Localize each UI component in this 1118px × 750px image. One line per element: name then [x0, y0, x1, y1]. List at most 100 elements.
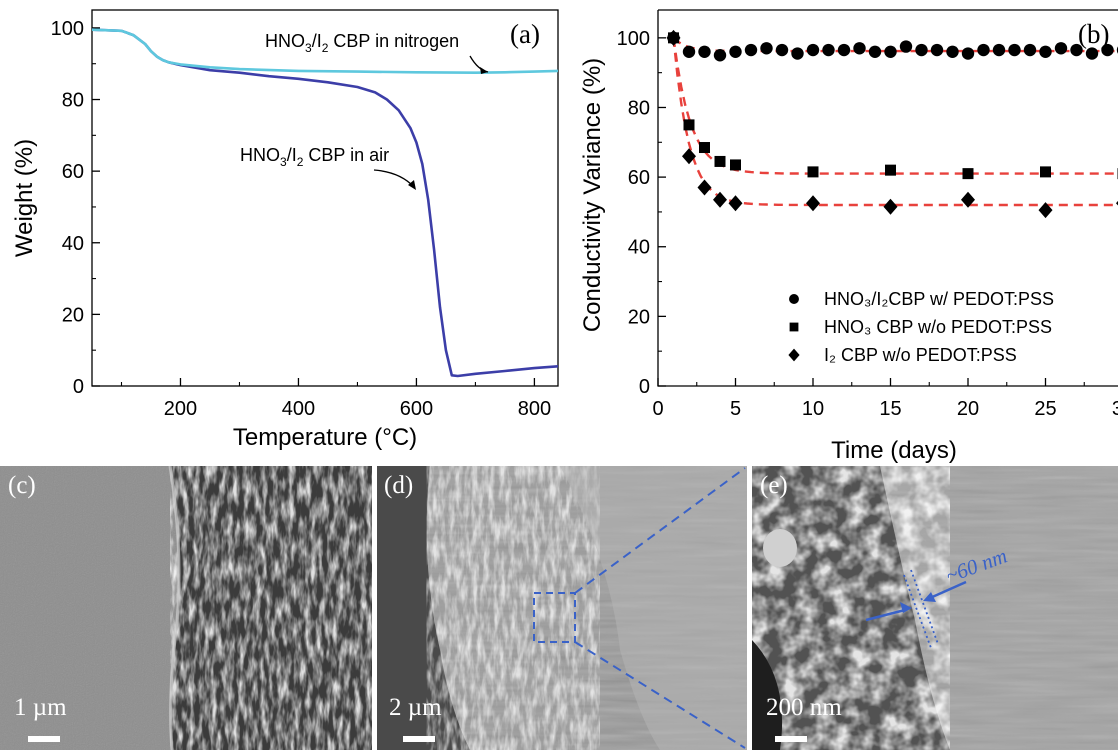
zoom-guide-bottom: [574, 641, 746, 749]
particle: [763, 529, 797, 567]
chart-b-axes: 0 5 10 15 20 25 30 0 20 40 60 80 100: [617, 28, 1118, 420]
chart-b-fit-line: [672, 37, 1118, 175]
chart-b-point: [728, 195, 743, 212]
chart-b-point: [699, 142, 710, 154]
chart-b-point: [791, 47, 804, 60]
chart-b-point: [729, 45, 742, 58]
chart-b-point: [1023, 43, 1037, 57]
chart-b-ylabel: Conductivity Variance (%): [579, 58, 606, 332]
sem-image-e: [752, 466, 1118, 750]
chart-a-ytick-label: 0: [73, 376, 84, 398]
annotation-nitrogen: HNO3/I2 CBP in nitrogen: [265, 31, 459, 55]
chart-b-point: [822, 43, 835, 57]
chart-a-ylabel: Weight (%): [11, 139, 38, 257]
chart-b-xtick-label: 20: [957, 398, 979, 420]
chart-a: 200 400 600 800 0 20 40 60 80 100 (a) HNO3/I2 CBP…: [11, 9, 559, 451]
chart-b-point: [885, 164, 896, 176]
chart-b-point: [992, 43, 1006, 57]
measure-arrow-right: [929, 580, 967, 600]
panel-label-a: (a): [510, 19, 540, 49]
chart-b-point: [977, 43, 990, 57]
chart-b-point: [1054, 42, 1068, 55]
chart-b-point: [962, 168, 974, 180]
measure-arrowhead-left: [900, 602, 912, 613]
panel-label-c: (c): [8, 472, 36, 499]
chart-b-point: [1008, 43, 1021, 57]
chart-b-point: [1085, 47, 1099, 60]
chart-b-xtick-label: 0: [652, 398, 663, 420]
annotation-air-arrowhead: [408, 180, 416, 190]
chart-b-xtick-label: 5: [730, 398, 741, 420]
chart-b: 0 5 10 15 20 25 30 0 20 40 60 80 100 (b) HNO₃/I₂CBP …: [579, 9, 1118, 464]
chart-a-ytick-label: 80: [62, 90, 84, 112]
annotation-nitrogen-arrowhead: [480, 67, 488, 74]
chart-b-ytick-label: 20: [628, 306, 650, 328]
chart-b-point: [713, 49, 727, 62]
chart-b-point: [883, 198, 898, 215]
chart-b-legend: HNO₃/I₂CBP w/ PEDOT:PSS HNO₃ CBP w/o PEDO…: [788, 289, 1054, 365]
panel-label-d: (d): [384, 472, 413, 499]
legend-label: HNO₃ CBP w/o PEDOT:PSS: [824, 317, 1052, 337]
sem-image-d: [377, 466, 747, 750]
chart-b-point: [961, 191, 975, 208]
legend-marker: [789, 322, 799, 332]
scale-label-d: 2 µm: [389, 694, 442, 721]
chart-b-point: [730, 159, 741, 171]
legend-label: HNO₃/I₂CBP w/ PEDOT:PSS: [824, 289, 1054, 309]
chart-b-point: [837, 43, 851, 57]
panel-label-e: (e): [760, 472, 788, 499]
sem-image-c: [0, 466, 372, 750]
chart-b-fit-line: [672, 37, 1118, 207]
chart-a-xtick-label: 400: [282, 398, 315, 420]
panel-label-b: (b): [1078, 19, 1109, 49]
chart-b-point: [1070, 43, 1083, 57]
legend-marker: [789, 294, 799, 304]
measure-arrow-left: [865, 608, 906, 622]
chart-b-point: [946, 45, 959, 58]
chart-b-point: [806, 195, 820, 212]
chart-b-point: [760, 42, 773, 55]
chart-a-series-line: [92, 28, 558, 74]
chart-b-point: [930, 43, 944, 57]
scale-bar-d: [403, 736, 435, 742]
chart-a-ytick-label: 40: [62, 233, 84, 255]
chart-b-point: [683, 119, 695, 131]
zoom-box-d: [533, 592, 576, 643]
chart-a-axes: 200 400 600 800 0 20 40 60 80 100: [51, 18, 551, 420]
chart-a-xtick-label: 600: [400, 398, 433, 420]
zoom-guide-top: [574, 467, 746, 594]
chart-b-point: [1040, 166, 1051, 178]
scale-bar-c: [28, 736, 60, 742]
chart-a-ytick-label: 100: [51, 18, 84, 40]
chart-b-ytick-label: 60: [628, 167, 650, 189]
chart-b-point: [697, 179, 712, 196]
chart-b-point: [915, 43, 928, 57]
chart-b-point: [714, 155, 726, 167]
chart-b-ytick-label: 80: [628, 97, 650, 119]
chart-b-xtick-label: 25: [1034, 398, 1056, 420]
scale-bar-e: [775, 736, 807, 742]
chart-b-point: [1038, 202, 1053, 219]
chart-a-ytick-label: 60: [62, 161, 84, 183]
annotation-air: HNO3/I2 CBP in air: [240, 145, 389, 169]
chart-a-ytick-label: 20: [62, 304, 84, 326]
scale-label-e: 200 nm: [766, 694, 842, 721]
chart-b-ytick-label: 100: [617, 28, 650, 50]
chart-a-xlabel: Temperature (°C): [233, 424, 417, 451]
chart-a-xtick-label: 800: [518, 398, 551, 420]
chart-b-series: [666, 29, 1118, 219]
chart-b-point: [713, 191, 727, 208]
chart-a-xtick-label: 200: [164, 398, 197, 420]
chart-b-point: [899, 40, 913, 53]
chart-b-ytick-label: 0: [639, 376, 650, 398]
chart-b-point: [853, 42, 866, 55]
legend-marker: [788, 348, 800, 362]
scale-label-c: 1 µm: [14, 694, 67, 721]
chart-b-point: [1101, 43, 1114, 57]
chart-a-series: [92, 28, 558, 378]
chart-b-point: [884, 45, 897, 58]
chart-b-point: [868, 45, 882, 58]
chart-b-xtick-label: 10: [802, 398, 824, 420]
chart-b-point: [682, 148, 696, 165]
